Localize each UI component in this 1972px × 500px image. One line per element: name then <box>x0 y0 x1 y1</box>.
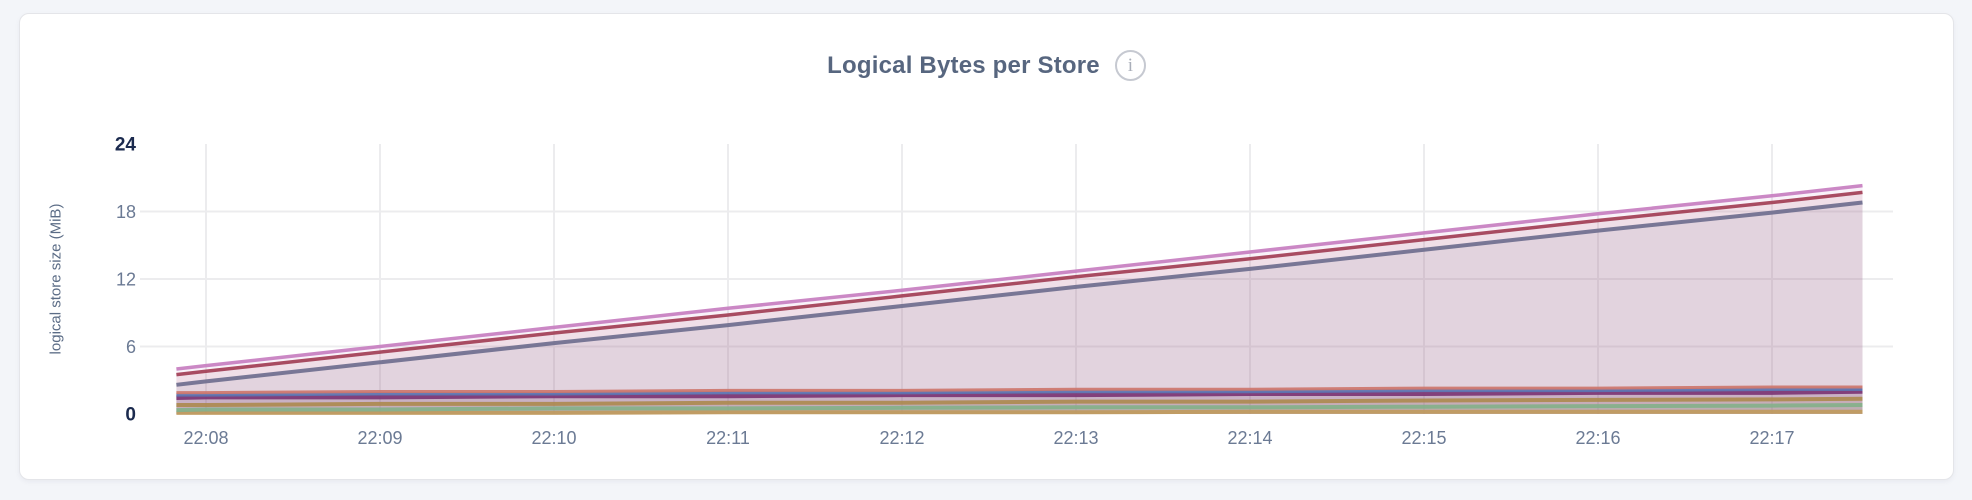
x-tick-label: 22:08 <box>183 428 228 448</box>
x-tick-label: 22:11 <box>706 428 750 448</box>
series-line-series-1 <box>176 183 1863 371</box>
x-tick-label: 22:16 <box>1575 428 1620 448</box>
series-line-series-2 <box>176 190 1863 377</box>
y-tick-label: 0 <box>125 405 136 426</box>
series-line-series-7 <box>176 396 1863 407</box>
series-line-series-8 <box>176 403 1863 413</box>
series-area-series-3 <box>176 202 1863 414</box>
grid-layer <box>140 144 1893 414</box>
series-line-series-5 <box>176 387 1863 397</box>
series-line-series-6 <box>176 389 1863 400</box>
series-line-series-4 <box>176 385 1863 395</box>
x-tick-label: 22:17 <box>1749 428 1794 448</box>
x-tick-label: 22:15 <box>1401 428 1446 448</box>
series-line-series-9 <box>176 409 1863 415</box>
chart-header: Logical Bytes per Store i <box>20 50 1953 81</box>
chart-plot-area[interactable] <box>140 144 1893 414</box>
series-area-series-1 <box>176 185 1863 414</box>
y-tick-label: 24 <box>115 135 137 156</box>
axis-label-layer: 0 6 12 18 24 22:08 22:09 22:10 22:11 22:12 22:13 22… <box>115 135 1795 449</box>
y-tick-label: 12 <box>116 270 136 290</box>
series-line-layer <box>176 183 1863 415</box>
info-icon[interactable]: i <box>1114 50 1146 81</box>
x-tick-label: 22:13 <box>1053 428 1098 448</box>
y-tick-label: 18 <box>116 202 136 222</box>
x-tick-label: 22:14 <box>1227 428 1272 448</box>
series-line-series-3 <box>176 200 1863 387</box>
chart-title: Logical Bytes per Store <box>827 51 1100 79</box>
x-tick-label: 22:10 <box>531 428 576 448</box>
x-tick-label: 22:09 <box>357 428 402 448</box>
y-tick-label: 6 <box>126 337 136 357</box>
x-tick-label: 22:12 <box>879 428 924 448</box>
